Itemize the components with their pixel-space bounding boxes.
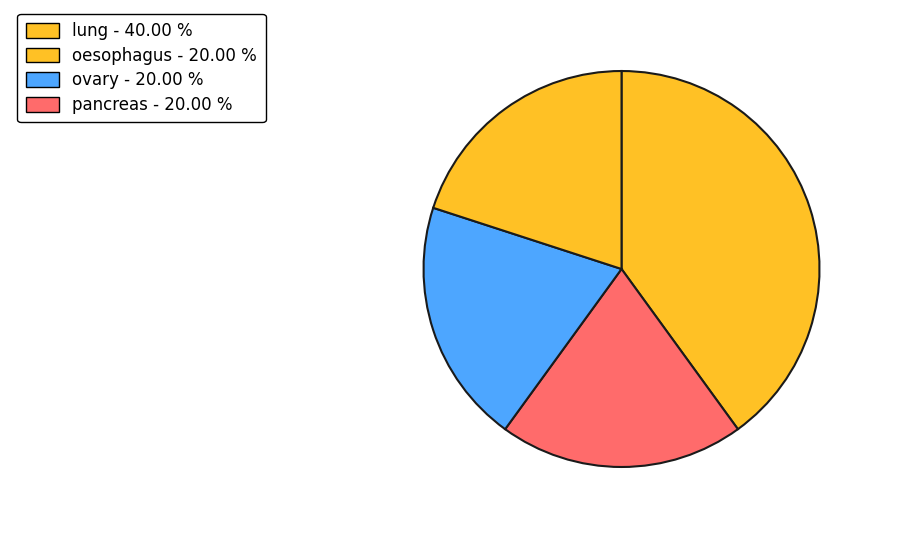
Wedge shape [433, 71, 622, 269]
Wedge shape [505, 269, 738, 467]
Wedge shape [423, 208, 622, 429]
Legend: lung - 40.00 %, oesophagus - 20.00 %, ovary - 20.00 %, pancreas - 20.00 %: lung - 40.00 %, oesophagus - 20.00 %, ov… [17, 13, 266, 122]
Wedge shape [622, 71, 820, 429]
